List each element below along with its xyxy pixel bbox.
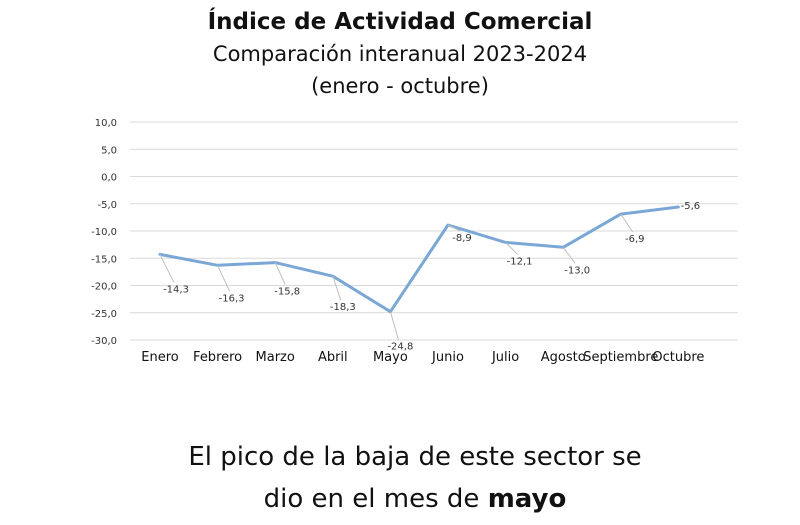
line-chart: 10,0 5,0 0,0 -5,0 -10,0 -15,0 -20,0 -25,0 -30,0 E…	[91, 118, 738, 365]
data-label-leader	[332, 276, 342, 301]
data-label: -13,0	[564, 265, 590, 276]
data-label: -18,3	[330, 302, 356, 313]
data-label: -14,3	[163, 284, 189, 295]
y-tick-label: -25,0	[91, 309, 117, 320]
y-tick-label: -30,0	[91, 336, 117, 347]
chart-title: Índice de Actividad Comercial	[207, 9, 593, 35]
caption-line-2-text: dio en el mes de	[263, 484, 488, 514]
chart-period: (enero - octubre)	[311, 74, 489, 98]
caption-line-2: dio en el mes de mayo	[0, 478, 800, 520]
x-tick-label: Marzo	[256, 350, 295, 365]
data-label-leader	[389, 311, 399, 340]
x-tick-label: Julio	[491, 350, 519, 365]
data-label-leader	[274, 262, 286, 285]
caption-highlight: mayo	[487, 484, 567, 514]
data-label-leader	[447, 224, 461, 232]
data-label-leader	[505, 242, 518, 255]
y-tick-label: -10,0	[91, 227, 117, 238]
chart-subtitle: Comparación interanual 2023-2024	[212, 42, 588, 66]
y-tick-label: -5,0	[97, 200, 117, 211]
y-tick-label: -20,0	[91, 282, 117, 293]
data-label-leader	[620, 213, 634, 233]
data-label-leader	[562, 247, 576, 264]
y-tick-label: 0,0	[101, 173, 117, 184]
chart-header: Índice de Actividad Comercial Comparació…	[0, 6, 800, 102]
x-tick-label: Septiembre	[583, 350, 658, 365]
x-tick-label: Febrero	[193, 350, 242, 365]
y-tick-label: 5,0	[101, 145, 117, 156]
data-label-leader	[217, 265, 231, 292]
data-label: -8,9	[452, 233, 472, 244]
data-label: -12,1	[507, 256, 533, 267]
data-label: -6,9	[625, 234, 645, 245]
x-tick-label: Enero	[141, 350, 179, 365]
data-label-leader	[159, 254, 175, 283]
y-tick-label: 10,0	[95, 118, 117, 129]
series-line	[158, 205, 680, 314]
data-label: -5,6	[681, 201, 701, 212]
data-label: -16,3	[219, 293, 245, 304]
y-tick-label: -15,0	[91, 254, 117, 265]
caption-line-1: El pico de la baja de este sector se	[188, 442, 642, 472]
caption: El pico de la baja de este sector se dio…	[0, 436, 800, 520]
data-label: -24,8	[387, 342, 413, 353]
data-label: -15,8	[274, 287, 300, 298]
x-tick-label: Octubre	[652, 350, 704, 365]
x-tick-label: Junio	[431, 350, 464, 365]
x-tick-label: Agosto	[541, 350, 586, 365]
x-tick-label: Mayo	[373, 350, 408, 365]
x-tick-label: Abril	[318, 350, 348, 365]
